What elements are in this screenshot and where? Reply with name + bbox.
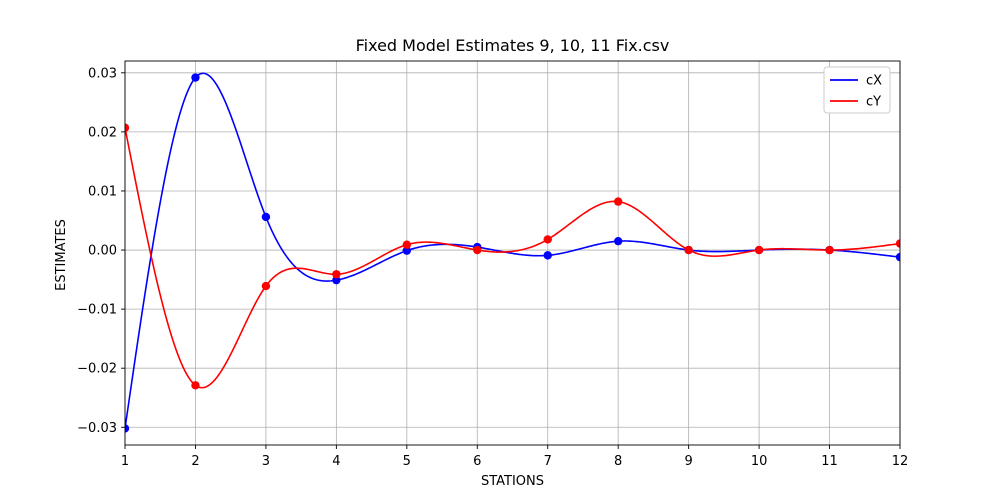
point-cX bbox=[332, 275, 341, 285]
x-axis-label: STATIONS bbox=[481, 474, 544, 489]
y-tick-label: 0.03 bbox=[88, 66, 117, 81]
x-tick-label: 5 bbox=[403, 454, 411, 469]
x-tick-label: 12 bbox=[892, 454, 909, 469]
x-tick-label: 7 bbox=[544, 454, 552, 469]
plot-area bbox=[125, 72, 900, 433]
point-cX bbox=[125, 424, 130, 433]
point-cY bbox=[684, 245, 693, 255]
x-tick-label: 2 bbox=[191, 454, 199, 469]
legend: cX cY bbox=[823, 66, 891, 114]
y-tick-label: 0.01 bbox=[88, 184, 117, 199]
y-tick-label: 0.02 bbox=[88, 125, 117, 140]
point-cY bbox=[613, 197, 623, 206]
x-tick-label: 6 bbox=[473, 454, 481, 469]
legend-label-cX: cX bbox=[866, 74, 882, 89]
y-axis-label: ESTIMATES bbox=[54, 219, 69, 291]
y-tick-label: −0.01 bbox=[77, 303, 117, 318]
point-cY bbox=[473, 245, 482, 255]
point-cY bbox=[825, 245, 834, 255]
x-tick-label: 4 bbox=[332, 454, 340, 469]
point-cX bbox=[613, 236, 623, 246]
legend-label-cY: cY bbox=[866, 95, 881, 110]
y-tick-label: −0.02 bbox=[77, 362, 117, 377]
point-cX bbox=[261, 212, 271, 222]
x-tick-label: 1 bbox=[121, 454, 129, 469]
point-cY bbox=[191, 381, 200, 390]
y-tick-label: 0.00 bbox=[88, 244, 117, 259]
point-cY bbox=[332, 270, 341, 279]
axes: 1 2 3 4 5 6 7 8 9 10 11 12−0.03−0.02−0.010.000.010.… bbox=[77, 60, 909, 469]
y-tick-label: −0.03 bbox=[77, 421, 117, 436]
chart-title: Fixed Model Estimates 9, 10, 11 Fix.csv bbox=[356, 36, 670, 55]
x-tick-label: 9 bbox=[684, 454, 692, 469]
point-cX bbox=[191, 73, 200, 82]
plot-frame bbox=[124, 60, 901, 446]
point-cX bbox=[543, 251, 552, 260]
point-cY bbox=[895, 239, 900, 248]
x-tick-label: 10 bbox=[751, 454, 768, 469]
point-cY bbox=[402, 240, 412, 249]
point-cY bbox=[261, 281, 271, 291]
x-tick-label: 8 bbox=[614, 454, 622, 469]
point-cX bbox=[895, 252, 900, 262]
x-tick-label: 3 bbox=[262, 454, 270, 469]
point-cX bbox=[402, 246, 412, 255]
point-cY bbox=[543, 235, 552, 244]
series-line-cY bbox=[125, 127, 900, 389]
x-tick-label: 11 bbox=[821, 454, 838, 469]
point-cY bbox=[125, 123, 130, 132]
point-cY bbox=[754, 245, 764, 255]
